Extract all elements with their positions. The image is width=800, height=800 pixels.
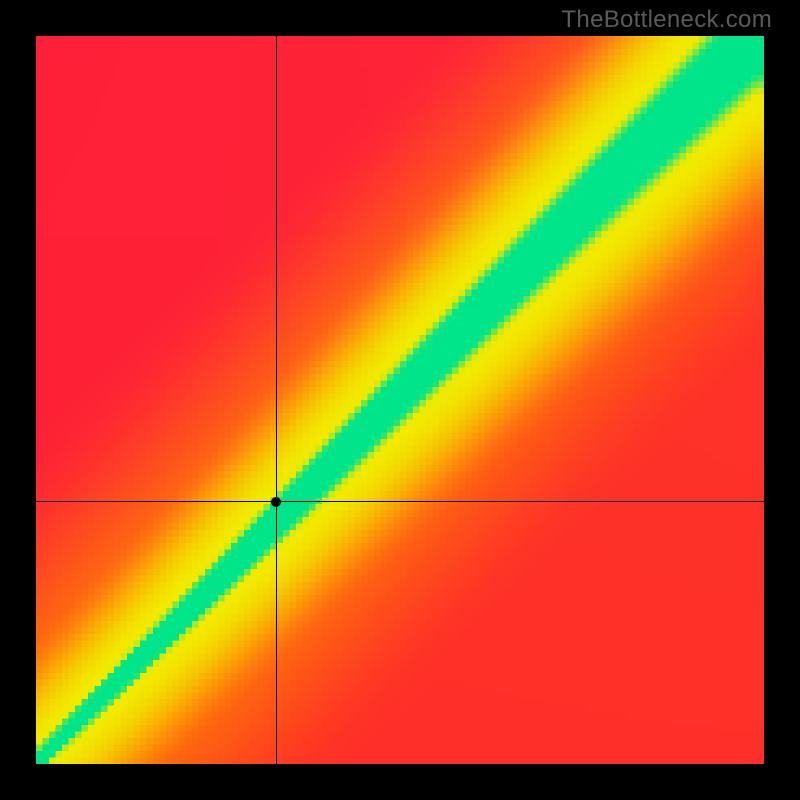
heatmap-plot [36,36,764,764]
crosshair-vertical [276,36,277,764]
watermark-text: TheBottleneck.com [561,6,772,34]
heatmap-canvas [36,36,764,764]
crosshair-horizontal [36,501,764,502]
